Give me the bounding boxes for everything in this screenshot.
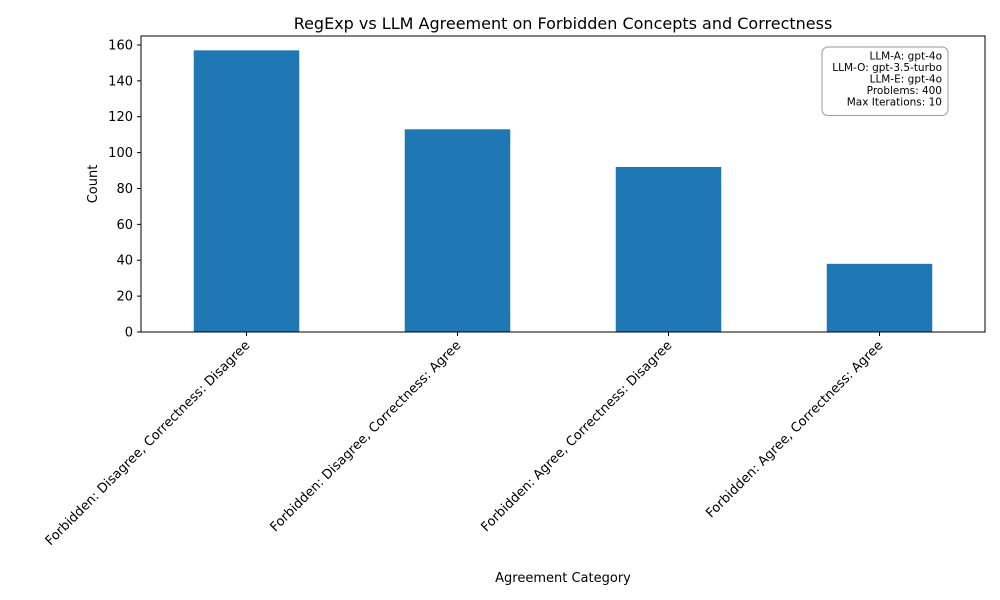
annotation-frame <box>821 46 949 116</box>
annotation-line: Problems: 400 <box>867 85 942 97</box>
x-axis: Forbidden: Disagree, Correctness: Disagr… <box>43 332 886 549</box>
annotation-line: LLM-E: gpt-4o <box>870 74 942 86</box>
y-tick-label: 140 <box>108 74 133 89</box>
y-tick-label: 20 <box>116 290 133 305</box>
bar <box>404 129 511 332</box>
plot-frame <box>140 35 986 333</box>
bar <box>193 50 300 333</box>
y-tick-label: 0 <box>125 326 133 341</box>
bar <box>615 166 722 332</box>
annotation-line: LLM-O: gpt-3.5-turbo <box>832 62 942 74</box>
annotation-line: Max Iterations: 10 <box>847 97 942 109</box>
x-tick-label: Forbidden: Agree, Correctness: Disagree <box>479 338 676 535</box>
y-tick-label: 40 <box>116 254 133 269</box>
plot-area <box>140 35 986 333</box>
y-axis: 0 20 40 60 80 100 120 140 160 <box>108 38 141 341</box>
bar <box>826 263 933 332</box>
y-tick-label: 100 <box>108 146 133 161</box>
annotation-line: LLM-A: gpt-4o <box>869 51 942 63</box>
y-tick-label: 60 <box>116 218 133 233</box>
x-tick-label: Forbidden: Agree, Correctness: Agree <box>703 338 886 521</box>
y-tick-label: 80 <box>116 182 133 197</box>
x-tick-label: Forbidden: Disagree, Correctness: Agree <box>268 338 465 535</box>
y-tick-label: 120 <box>108 110 133 125</box>
x-tick-label: Forbidden: Disagree, Correctness: Disagr… <box>43 338 254 549</box>
chart-title: RegExp vs LLM Agreement on Forbidden Con… <box>294 14 833 33</box>
y-tick-label: 160 <box>108 38 133 53</box>
x-axis-label: Agreement Category <box>495 571 631 586</box>
y-axis-label: Count <box>86 165 101 204</box>
